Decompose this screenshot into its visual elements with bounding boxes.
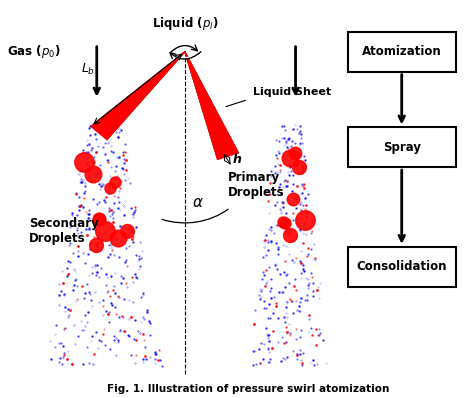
Text: Secondary
Droplets: Secondary Droplets: [29, 217, 99, 245]
Polygon shape: [91, 52, 185, 140]
Text: Liquid Sheet: Liquid Sheet: [253, 86, 331, 97]
FancyBboxPatch shape: [347, 127, 456, 167]
Text: Gas ($p_0$): Gas ($p_0$): [7, 43, 61, 60]
Polygon shape: [185, 52, 238, 159]
Text: Primary
Droplets: Primary Droplets: [228, 171, 284, 199]
Text: Liquid ($p_l$): Liquid ($p_l$): [152, 15, 218, 32]
Text: Spray: Spray: [383, 141, 421, 154]
FancyBboxPatch shape: [347, 32, 456, 72]
Text: Fig. 1. Illustration of pressure swirl atomization: Fig. 1. Illustration of pressure swirl a…: [107, 384, 389, 394]
Text: Consolidation: Consolidation: [356, 260, 447, 273]
FancyBboxPatch shape: [347, 247, 456, 287]
Text: Atomization: Atomization: [362, 45, 442, 58]
Text: $L_b$: $L_b$: [81, 62, 95, 77]
Text: h: h: [232, 153, 241, 166]
Text: $\alpha$: $\alpha$: [192, 195, 204, 210]
